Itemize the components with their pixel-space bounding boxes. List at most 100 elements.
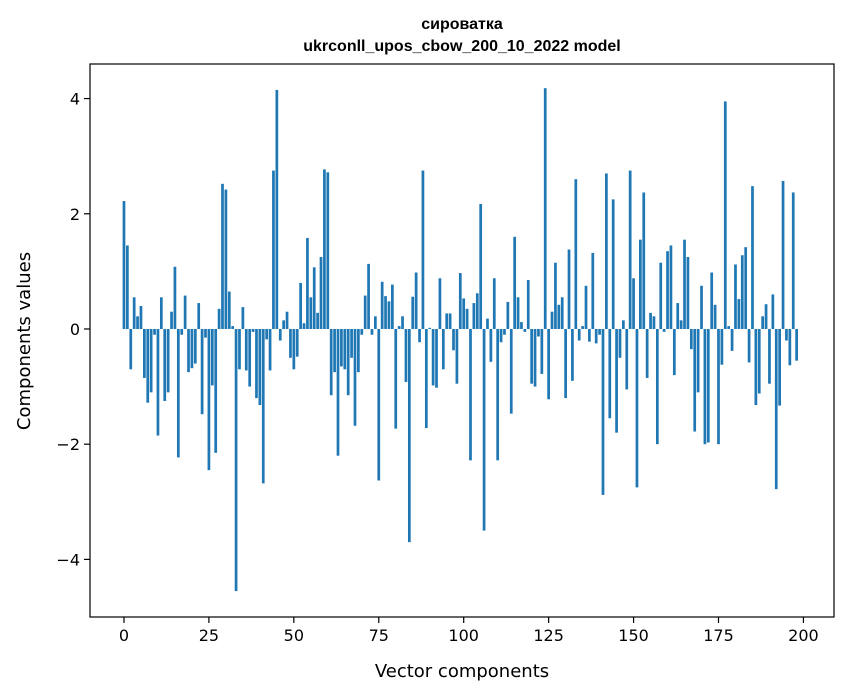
bar [771, 294, 775, 329]
bar [258, 328, 262, 406]
bar [533, 328, 537, 387]
bar [363, 295, 367, 329]
bar [384, 296, 387, 329]
bar [601, 328, 605, 495]
bar [159, 297, 163, 329]
bar [696, 328, 700, 393]
bar [248, 328, 252, 387]
bar [227, 291, 231, 329]
bar [251, 328, 255, 332]
bar [540, 328, 544, 374]
bar [173, 266, 177, 329]
bar [713, 304, 717, 329]
x-tick-label: 125 [533, 626, 564, 645]
bar [285, 311, 289, 329]
bar [197, 303, 201, 329]
bar [475, 293, 479, 329]
bar [414, 272, 418, 329]
bar [730, 328, 734, 351]
bar [136, 316, 139, 329]
bar [139, 305, 143, 329]
bar [346, 328, 350, 396]
bar [679, 320, 683, 329]
y-tick-label: −4 [56, 550, 80, 569]
bar [669, 245, 673, 329]
bar [788, 328, 792, 366]
bar [407, 328, 411, 543]
bar [774, 328, 778, 490]
bar [370, 328, 374, 335]
bar [666, 251, 669, 329]
bar [740, 255, 744, 329]
bar [323, 169, 326, 329]
bar [550, 311, 554, 329]
bar [754, 328, 758, 406]
bar [207, 328, 211, 471]
bar [255, 328, 258, 399]
bar [577, 328, 581, 341]
chart-title-line-1: сироватка [421, 16, 503, 33]
bar [445, 313, 449, 329]
bar [717, 328, 720, 445]
bar [622, 320, 625, 329]
bar [268, 328, 272, 371]
bar [265, 328, 269, 340]
x-tick-label: 150 [618, 626, 649, 645]
bar [261, 328, 265, 484]
bar [737, 299, 741, 329]
bar [183, 295, 187, 329]
bar [441, 328, 445, 370]
bar [289, 328, 292, 358]
bar [431, 328, 435, 386]
bar [329, 328, 333, 396]
bar [244, 328, 248, 371]
bar [791, 192, 795, 329]
bar [143, 328, 146, 378]
bar [411, 296, 415, 329]
bar [435, 328, 438, 388]
bar [608, 328, 612, 419]
bar [452, 328, 455, 351]
bar [166, 328, 170, 393]
bar [176, 328, 180, 458]
bar [628, 170, 632, 329]
bar [581, 326, 584, 329]
bar [506, 301, 510, 329]
bar [336, 328, 340, 456]
bar [676, 303, 680, 329]
bar [564, 328, 567, 399]
x-tick-label: 200 [788, 626, 819, 645]
bar [768, 328, 771, 384]
bar [204, 328, 207, 338]
bar [632, 278, 635, 329]
bar [421, 170, 425, 329]
bar [193, 328, 197, 364]
bar [649, 312, 652, 329]
bar [547, 328, 550, 400]
bar [482, 328, 486, 531]
x-tick-label: 25 [199, 626, 219, 645]
bar [513, 236, 517, 329]
bar [126, 245, 129, 329]
bar [594, 328, 598, 344]
bar [751, 186, 754, 329]
bar [584, 285, 588, 329]
bar [720, 328, 724, 365]
bar [340, 328, 343, 367]
bar [377, 328, 381, 481]
bar [149, 328, 153, 393]
bar [231, 326, 235, 329]
bar [615, 328, 618, 433]
y-axis-ticks: −4 −2 0 2 4 [56, 90, 90, 569]
bar [642, 192, 646, 329]
x-tick-label: 50 [284, 626, 304, 645]
bar [397, 326, 401, 329]
bar [625, 328, 629, 390]
bar [122, 201, 126, 329]
bar [652, 316, 656, 329]
bar [299, 282, 302, 329]
bar [727, 326, 731, 329]
bar [146, 328, 150, 403]
bar [357, 328, 360, 373]
